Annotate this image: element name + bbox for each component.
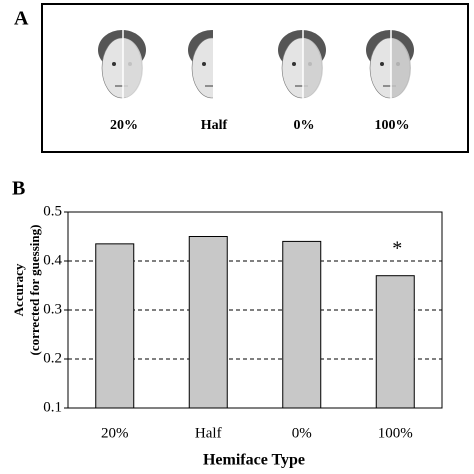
- face-right-half: [391, 38, 411, 98]
- y-axis-subtitle: (corrected for guessing): [27, 225, 42, 356]
- y-tick-label: 0.4: [43, 252, 62, 268]
- plot-frame: [67, 211, 443, 409]
- face-right-half: [123, 38, 143, 98]
- face-eye: [292, 62, 296, 66]
- face-eye: [112, 62, 116, 66]
- face-caption: 20%: [110, 118, 138, 133]
- y-axis-title: Accuracy: [11, 263, 26, 316]
- face-right-half: [303, 38, 323, 98]
- y-tick-label: 0.2: [43, 350, 62, 366]
- x-tick-label: 100%: [378, 425, 413, 441]
- face-eye: [380, 62, 384, 66]
- panel-label: A: [14, 8, 29, 30]
- y-tick-label: 0.1: [43, 399, 62, 415]
- face-caption: 100%: [375, 118, 410, 133]
- panel-label: B: [12, 178, 25, 200]
- face-eye: [202, 62, 206, 66]
- y-tick-label: 0.5: [43, 203, 62, 219]
- bar: [282, 240, 322, 409]
- bar: [188, 236, 228, 409]
- faces: [98, 26, 414, 102]
- bar: [95, 243, 135, 409]
- panel-box: [41, 3, 469, 153]
- x-tick-label: Half: [195, 425, 222, 441]
- y-tick-label: 0.3: [43, 301, 62, 317]
- annotation: *: [392, 237, 402, 259]
- x-tick-label: 20%: [101, 425, 129, 441]
- face-caption: 0%: [294, 118, 315, 133]
- face-caption: Half: [201, 118, 228, 133]
- bar: [375, 275, 415, 409]
- face-mask: [213, 26, 239, 102]
- x-tick-label: 0%: [292, 425, 312, 441]
- x-axis-title: Hemiface Type: [203, 452, 305, 469]
